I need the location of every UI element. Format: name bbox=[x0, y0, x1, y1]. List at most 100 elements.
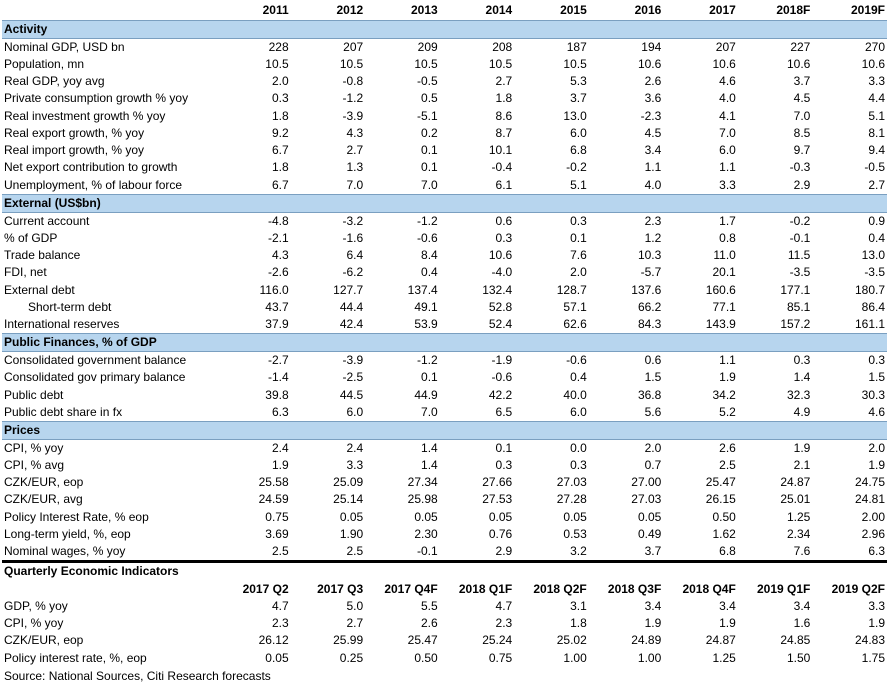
value-cell: 10.6 bbox=[712, 56, 736, 71]
value-cell: 0.1 bbox=[570, 230, 587, 245]
value-cell: 6.0 bbox=[570, 125, 587, 140]
value-cell: 0.3 bbox=[793, 353, 811, 368]
value-cell: 4.6 bbox=[868, 404, 885, 419]
value-cell: -0.2 bbox=[566, 160, 587, 175]
value-cell: 3.1 bbox=[570, 598, 587, 613]
table-row: CPI, % yoy 2.4 2.4 1.4 0.1 0.0 2.0 2.6 1.9 2.0 bbox=[2, 439, 887, 457]
table-row: CZK/EUR, avg 24.59 25.14 25.98 27.53 27.28 27.… bbox=[2, 491, 887, 508]
value-cell: 86.4 bbox=[861, 299, 885, 314]
value-cell: -0.6 bbox=[491, 370, 513, 385]
value-cell: -1.2 bbox=[417, 213, 438, 228]
table-row: Real investment growth % yoy 1.8 -3.9 -5.1 8… bbox=[2, 107, 887, 124]
value-cell: -4.8 bbox=[267, 213, 289, 228]
value-cell: -0.1 bbox=[789, 230, 811, 245]
table-row: Trade balance 4.3 6.4 8.4 10.6 7.6 10.3 11.0 11.… bbox=[2, 247, 887, 264]
value-cell: 44.4 bbox=[339, 299, 364, 314]
value-cell: 4.5 bbox=[644, 125, 662, 140]
value-cell: 208 bbox=[492, 39, 513, 54]
value-cell: 6.3 bbox=[271, 404, 289, 419]
value-cell: 9.2 bbox=[271, 125, 289, 140]
value-cell: 2.30 bbox=[414, 526, 438, 541]
value-cell: 36.8 bbox=[637, 387, 662, 402]
value-cell: 2.7 bbox=[346, 616, 364, 631]
value-cell: 2.5 bbox=[719, 457, 736, 472]
table-row: Unemployment, % of labour force 6.7 7.0 7.0… bbox=[2, 177, 887, 195]
value-cell: 3.7 bbox=[570, 91, 587, 106]
value-cell: 1.8 bbox=[570, 616, 587, 631]
row-label: External debt bbox=[4, 282, 75, 297]
value-cell: 143.9 bbox=[705, 317, 736, 332]
quarterly-title-row: Quarterly Economic Indicators bbox=[2, 563, 887, 580]
value-cell: 2.5 bbox=[216, 543, 291, 564]
row-label: CZK/EUR, eop bbox=[4, 633, 84, 648]
value-cell: 30.3 bbox=[861, 387, 885, 402]
value-cell: 4.0 bbox=[644, 177, 662, 192]
value-cell: 8.5 bbox=[793, 125, 811, 140]
value-cell: 0.0 bbox=[570, 440, 587, 455]
value-cell: 1.7 bbox=[719, 213, 736, 228]
value-cell: 10.6 bbox=[861, 56, 885, 71]
value-cell: 127.7 bbox=[333, 282, 364, 297]
value-cell: 2.4 bbox=[346, 440, 364, 455]
value-cell: 3.3 bbox=[719, 177, 736, 192]
value-cell: 0.3 bbox=[495, 457, 513, 472]
value-cell: 1.8 bbox=[495, 91, 513, 106]
quarter-header: 2018 Q4F bbox=[682, 581, 736, 596]
value-cell: 0.75 bbox=[488, 650, 513, 665]
value-cell: 10.5 bbox=[563, 56, 587, 71]
value-cell: 25.99 bbox=[333, 633, 364, 648]
value-cell: 6.7 bbox=[271, 177, 289, 192]
value-cell: 85.1 bbox=[787, 299, 811, 314]
value-cell: 11.0 bbox=[713, 248, 736, 263]
quarter-header-row: 2017 Q2 2017 Q3 2017 Q4F 2018 Q1F 2018 Q… bbox=[2, 580, 887, 597]
value-cell: 0.3 bbox=[868, 353, 885, 368]
value-cell: 3.3 bbox=[868, 73, 885, 88]
value-cell: 7.0 bbox=[793, 108, 811, 123]
value-cell: -3.9 bbox=[342, 353, 364, 368]
value-cell: 52.4 bbox=[488, 317, 513, 332]
value-cell: 0.25 bbox=[339, 650, 364, 665]
table-row: CZK/EUR, eop 25.58 25.09 27.34 27.66 27.03 27.… bbox=[2, 474, 887, 491]
value-cell: 0.3 bbox=[570, 457, 587, 472]
value-cell: -3.5 bbox=[864, 265, 885, 280]
table-row: FDI, net -2.6 -6.2 0.4 -4.0 2.0 -5.7 20.1 -3.5 -3… bbox=[2, 264, 887, 281]
table-row: Policy interest rate, %, eop 0.05 0.25 0.50… bbox=[2, 650, 887, 667]
value-cell: -1.2 bbox=[417, 353, 438, 368]
value-cell: 27.03 bbox=[631, 492, 662, 507]
value-cell: 2.3 bbox=[271, 616, 289, 631]
value-cell: 2.6 bbox=[421, 616, 438, 631]
value-cell: 77.1 bbox=[712, 299, 736, 314]
value-cell: 1.8 bbox=[271, 160, 289, 175]
value-cell: 161.1 bbox=[854, 317, 885, 332]
value-cell: 1.9 bbox=[644, 616, 662, 631]
value-cell: 10.3 bbox=[637, 248, 662, 263]
quarter-header: 2017 Q4F bbox=[384, 581, 438, 596]
row-label: Public debt share in fx bbox=[4, 404, 123, 419]
value-cell: 2.7 bbox=[495, 73, 513, 88]
section-header-row: External (US$bn) bbox=[2, 193, 887, 213]
value-cell: 0.05 bbox=[637, 509, 662, 524]
value-cell: 7.6 bbox=[570, 248, 587, 263]
value-cell: 10.5 bbox=[488, 56, 513, 71]
quarter-header: 2018 Q2F bbox=[533, 581, 587, 596]
value-cell: 24.89 bbox=[631, 633, 662, 648]
value-cell: 2.7 bbox=[346, 143, 364, 158]
value-cell: 6.1 bbox=[495, 177, 513, 192]
value-cell: 160.6 bbox=[705, 282, 736, 297]
value-cell: 3.7 bbox=[793, 73, 811, 88]
row-label: Short-term debt bbox=[28, 299, 112, 314]
value-cell: 7.0 bbox=[421, 177, 438, 192]
value-cell: 37.9 bbox=[265, 317, 289, 332]
value-cell: 1.9 bbox=[793, 440, 811, 455]
year-header: 2019F bbox=[850, 3, 885, 18]
value-cell: 6.4 bbox=[346, 248, 364, 263]
value-cell: 0.53 bbox=[563, 526, 587, 541]
row-label: CPI, % yoy bbox=[4, 440, 64, 455]
value-cell: 10.6 bbox=[787, 56, 811, 71]
value-cell: 2.5 bbox=[290, 543, 366, 564]
value-cell: 6.0 bbox=[346, 404, 364, 419]
row-label: Consolidated government balance bbox=[4, 353, 187, 368]
quarterly-indicators-table: Quarterly Economic Indicators 2017 Q2 20… bbox=[2, 563, 887, 667]
value-cell: 0.7 bbox=[644, 457, 662, 472]
